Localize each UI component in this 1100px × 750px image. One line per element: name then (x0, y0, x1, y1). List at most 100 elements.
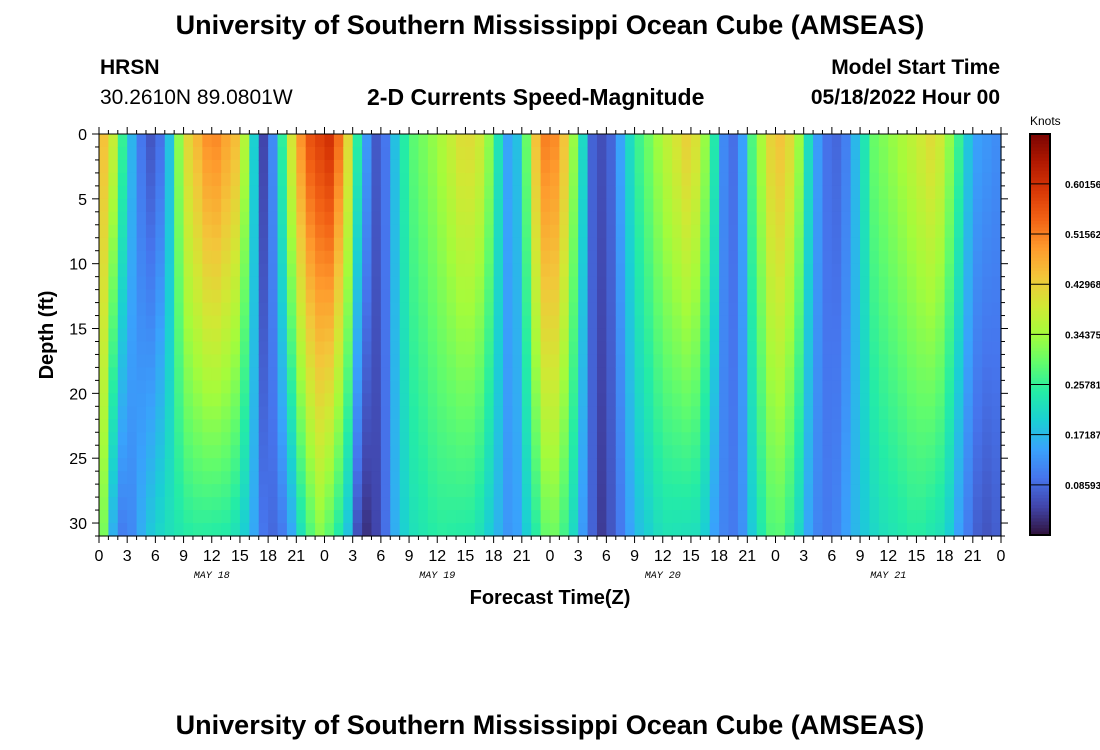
heatmap-cell (653, 497, 664, 511)
heatmap-cell (164, 471, 175, 485)
heatmap-cell (239, 224, 250, 239)
heatmap-cell (916, 198, 927, 213)
heatmap-cell (756, 328, 767, 343)
heatmap-cell (672, 393, 683, 407)
heatmap-cell (390, 406, 401, 420)
heatmap-cell (409, 146, 420, 161)
heatmap-cell (390, 172, 401, 187)
heatmap-cell (183, 419, 194, 433)
heatmap-cell (794, 484, 805, 498)
heatmap-cell (474, 354, 485, 369)
heatmap-cell (164, 185, 175, 200)
heatmap-cell (728, 198, 739, 213)
heatmap-cell (888, 471, 899, 485)
footer-title: University of Southern Mississippi Ocean… (175, 710, 925, 740)
heatmap-cell (596, 289, 607, 304)
heatmap-cell (982, 328, 993, 343)
heatmap-cell (456, 393, 467, 407)
heatmap-cell (634, 237, 645, 252)
heatmap-cell (615, 159, 626, 174)
heatmap-cell (352, 237, 363, 252)
heatmap-cell (512, 237, 523, 252)
heatmap-cell (409, 445, 420, 459)
heatmap-cell (465, 315, 476, 330)
heatmap-cell (437, 224, 448, 239)
heatmap-cell (878, 276, 889, 291)
heatmap-cell (709, 263, 720, 278)
heatmap-cell (606, 510, 617, 524)
heatmap-cell (709, 419, 720, 433)
heatmap-cell (503, 146, 514, 161)
heatmap-cell (531, 367, 542, 381)
heatmap-cell (709, 497, 720, 511)
heatmap-cell (737, 315, 748, 330)
heatmap-cell (550, 471, 560, 485)
heatmap-cell (465, 510, 476, 524)
heatmap-cell (352, 211, 363, 226)
heatmap-cell (183, 211, 194, 226)
colorbar-segment (1030, 374, 1050, 379)
heatmap-cell (230, 172, 241, 187)
heatmap-cell (540, 276, 551, 291)
heatmap-cell (174, 263, 185, 278)
heatmap-cell (409, 523, 420, 537)
heatmap-cell (766, 159, 777, 174)
heatmap-cell (803, 263, 814, 278)
heatmap-cell (578, 159, 589, 174)
heatmap-cell (540, 224, 551, 239)
heatmap-cell (503, 302, 514, 317)
heatmap-cell (249, 146, 260, 161)
heatmap-cell (737, 367, 748, 381)
heatmap-cell (512, 224, 523, 239)
heatmap-cell (719, 380, 730, 394)
heatmap-cell (221, 484, 232, 498)
heatmap-cell (258, 172, 269, 187)
heatmap-cell (756, 497, 767, 511)
heatmap-cell (211, 289, 222, 304)
heatmap-cell (991, 380, 1002, 394)
heatmap-cell (982, 134, 993, 148)
heatmap-cell (446, 146, 457, 161)
heatmap-cell (813, 497, 824, 511)
heatmap-cell (709, 354, 720, 369)
heatmap-cell (409, 224, 420, 239)
heatmap-cell (550, 315, 560, 330)
heatmap-cell (907, 134, 918, 148)
heatmap-cell (437, 367, 448, 381)
colorbar-segment (1030, 334, 1050, 339)
heatmap-cell (991, 146, 1002, 161)
heatmap-cell (897, 276, 908, 291)
heatmap-cell (540, 471, 551, 485)
heatmap-cell (756, 380, 767, 394)
heatmap-cell (954, 185, 965, 200)
heatmap-cell (784, 419, 795, 433)
heatmap-cell (578, 341, 589, 356)
heatmap-cell (371, 406, 382, 420)
heatmap-cell (352, 419, 363, 433)
heatmap-cell (578, 406, 589, 420)
heatmap-cell (399, 445, 410, 459)
heatmap-cell (503, 458, 514, 472)
heatmap-cell (531, 276, 542, 291)
heatmap-cell (737, 198, 748, 213)
heatmap-cell (362, 484, 373, 498)
heatmap-cell (653, 302, 664, 317)
heatmap-cell (315, 185, 326, 200)
heatmap-cell (343, 354, 354, 369)
station-coords: 30.2610N 89.0801W (100, 86, 293, 109)
heatmap-cell (164, 419, 175, 433)
heatmap-cell (672, 367, 683, 381)
heatmap-cell (709, 510, 720, 524)
heatmap-cell (465, 263, 476, 278)
heatmap-cell (963, 328, 974, 343)
heatmap-cell (296, 367, 307, 381)
colorbar-tick-label: 0.60156 (1065, 180, 1100, 191)
heatmap-cell (512, 380, 523, 394)
heatmap-cell (465, 237, 476, 252)
heatmap-cell (277, 276, 288, 291)
heatmap-cell (747, 354, 758, 369)
heatmap-cell (277, 315, 288, 330)
heatmap-cell (380, 354, 391, 369)
heatmap-cell (371, 341, 382, 356)
heatmap-cell (550, 211, 560, 226)
